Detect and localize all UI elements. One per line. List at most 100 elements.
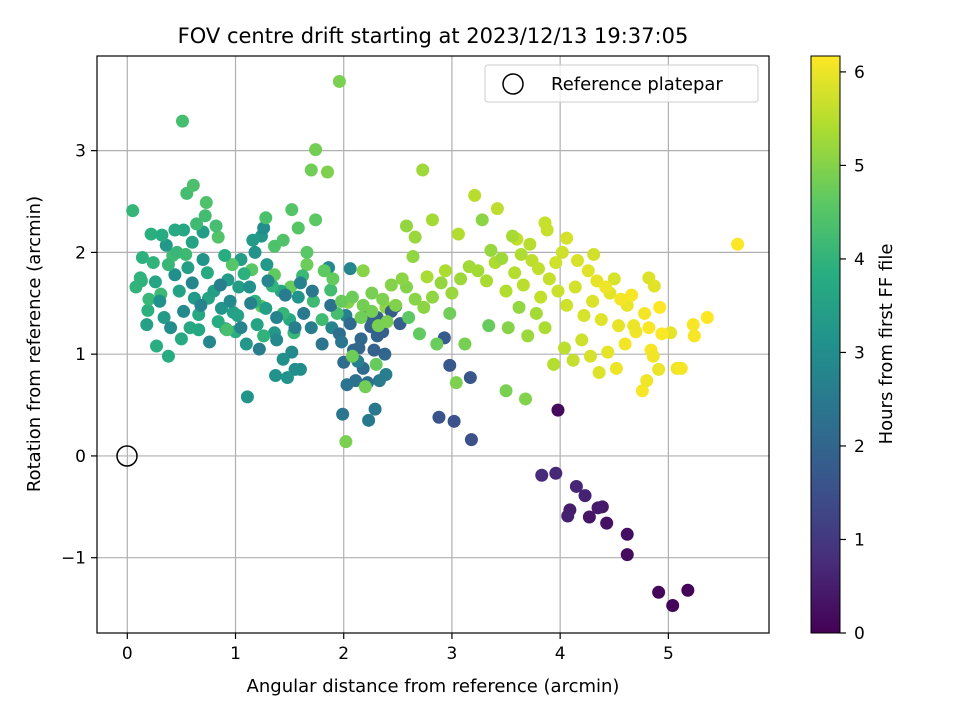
data-point [416,163,430,177]
data-point [687,329,701,343]
data-point [406,249,420,263]
data-point [508,266,522,280]
data-point [731,237,745,251]
data-point [244,296,258,310]
data-point [126,204,140,218]
data-point [278,288,292,302]
data-point [516,278,530,292]
data-point [587,247,601,261]
data-point [490,202,504,216]
colorbar-tick-label: 5 [854,156,865,176]
data-point [420,270,434,284]
data-point [499,284,513,298]
data-point [225,258,239,272]
data-point [614,292,628,306]
data-point [288,321,302,335]
data-point [335,335,349,349]
colorbar-tick-label: 6 [854,63,865,83]
data-point [666,599,680,613]
data-point [445,286,459,300]
data-point [652,362,666,376]
data-point [214,301,228,315]
data-point [592,365,606,379]
x-axis-label: Angular distance from reference (arcmin) [247,676,620,697]
data-point [575,333,589,347]
data-point [618,337,632,351]
data-points [126,74,745,613]
data-point [451,227,465,241]
data-point [185,235,199,249]
x-tick-label: 5 [663,644,674,664]
data-point [175,114,189,128]
data-point [269,369,283,383]
colorbar-tick-label: 4 [854,250,865,270]
data-point [640,374,654,388]
data-point [270,311,284,325]
data-point [259,301,273,315]
data-point [157,311,171,325]
data-point [362,413,376,427]
data-point [231,308,245,322]
data-point [379,368,393,382]
data-point [354,311,368,325]
data-point [408,230,422,244]
data-point [620,527,634,541]
data-point [647,279,661,293]
data-point [246,233,260,247]
data-point [240,390,254,404]
data-point [135,250,149,264]
data-point [285,345,299,359]
y-tick-label: 0 [75,447,86,467]
colorbar-label: Hours from first FF file [876,244,897,445]
colorbar-ticks: 0 1 2 3 4 5 6 [840,63,865,644]
data-point [172,284,186,298]
colorbar-tick-label: 1 [854,530,865,550]
data-point [620,548,634,562]
data-point [293,362,307,376]
data-point [358,380,372,394]
data-point [625,288,639,302]
data-point [534,290,548,304]
data-point [198,209,212,223]
data-point [599,280,613,294]
data-point [142,292,156,306]
x-tick-label: 1 [230,644,241,664]
data-point [568,280,582,294]
data-point [642,321,656,335]
data-point [408,292,422,306]
data-point [144,227,158,241]
data-point [276,352,290,366]
data-point [168,268,182,282]
data-point [449,376,463,390]
data-point [549,256,563,270]
data-point [425,213,439,227]
data-point [174,332,188,346]
data-point [569,479,583,493]
data-point [601,345,615,359]
data-point [521,329,535,343]
data-point [399,219,413,233]
data-point [332,74,346,88]
data-point [161,349,175,363]
data-point [345,349,359,363]
legend-marker-circle [502,73,524,95]
y-tick-label: 2 [75,243,86,263]
data-point [164,321,178,335]
data-point [339,435,353,449]
data-point [168,223,182,237]
data-point [555,245,569,259]
data-point [586,294,600,308]
data-point [356,298,370,312]
data-point [443,306,457,320]
data-point [305,284,319,298]
data-point [652,585,666,599]
data-point [177,304,191,318]
data-point [300,245,314,259]
data-point [213,278,227,292]
data-point [542,272,556,286]
data-point [209,219,223,233]
data-point [376,292,390,306]
data-point [653,300,667,314]
data-point [223,294,237,308]
data-point [547,357,561,371]
